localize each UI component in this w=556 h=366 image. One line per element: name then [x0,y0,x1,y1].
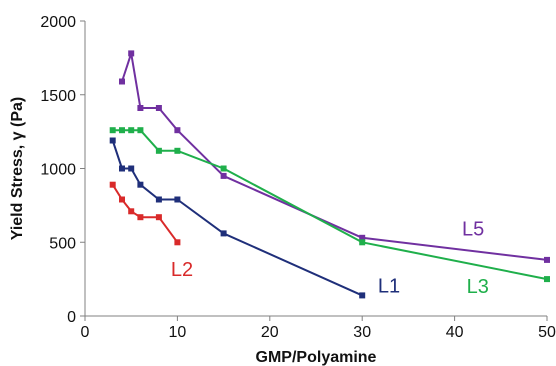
data-point-l3 [119,127,125,134]
series-line-l2 [111,184,179,243]
data-point-l3 [109,127,116,134]
data-point-l5 [174,127,181,134]
y-tick-label: 1000 [40,162,76,179]
x-tick-label: 30 [353,324,371,341]
data-point-l3 [544,276,550,283]
y-tick-label: 2000 [40,14,76,31]
data-point-l1 [137,181,144,188]
data-point-l3 [174,147,181,154]
data-point-l5 [119,78,125,85]
x-tick-label: 0 [81,324,90,341]
labels-layer: L5 L3 L1 L2 [171,219,489,299]
data-point-l5 [128,50,135,57]
series-layer [109,50,550,299]
data-point-l5 [220,172,227,179]
series-l1 [109,137,366,299]
data-point-l3 [137,127,144,134]
series-l5 [119,50,550,263]
series-label-l3: L3 [467,276,489,298]
data-point-l2 [119,196,125,203]
series-l3 [109,127,550,283]
data-point-l2 [109,181,116,188]
series-label-l2: L2 [171,259,193,281]
series-label-l1: L1 [378,275,400,297]
series-line-l5 [121,52,548,261]
data-point-l5 [137,105,144,111]
y-tick-label: 0 [67,309,76,326]
data-point-l1 [220,230,227,237]
data-point-l5 [359,234,366,241]
x-tick-label: 50 [538,324,556,341]
series-label-l5: L5 [462,219,484,241]
data-point-l3 [155,147,162,154]
data-point-l1 [359,292,366,299]
data-point-l3 [220,165,227,172]
data-point-l2 [137,214,144,221]
x-tick-label: 20 [261,324,279,341]
data-point-l2 [155,214,162,221]
x-tick-label: 10 [169,324,187,341]
data-point-l3 [128,127,135,134]
data-point-l1 [155,196,162,203]
data-point-l1 [174,196,181,203]
data-point-l5 [544,256,550,263]
data-point-l5 [155,105,162,111]
y-axis-title: Yield Stress, γ (Pa) [9,97,26,240]
data-point-l2 [174,239,181,246]
data-point-l1 [119,165,125,172]
series-l2 [109,181,181,246]
data-point-l3 [359,239,366,246]
x-tick-label: 40 [446,324,464,341]
y-tick-label: 1500 [40,88,76,105]
data-point-l1 [109,137,116,144]
x-axis-title: GMP/Polyamine [256,349,377,366]
data-point-l1 [128,165,135,172]
axes-layer [84,21,547,317]
y-tick-label: 500 [49,235,76,252]
data-point-l2 [128,208,135,215]
